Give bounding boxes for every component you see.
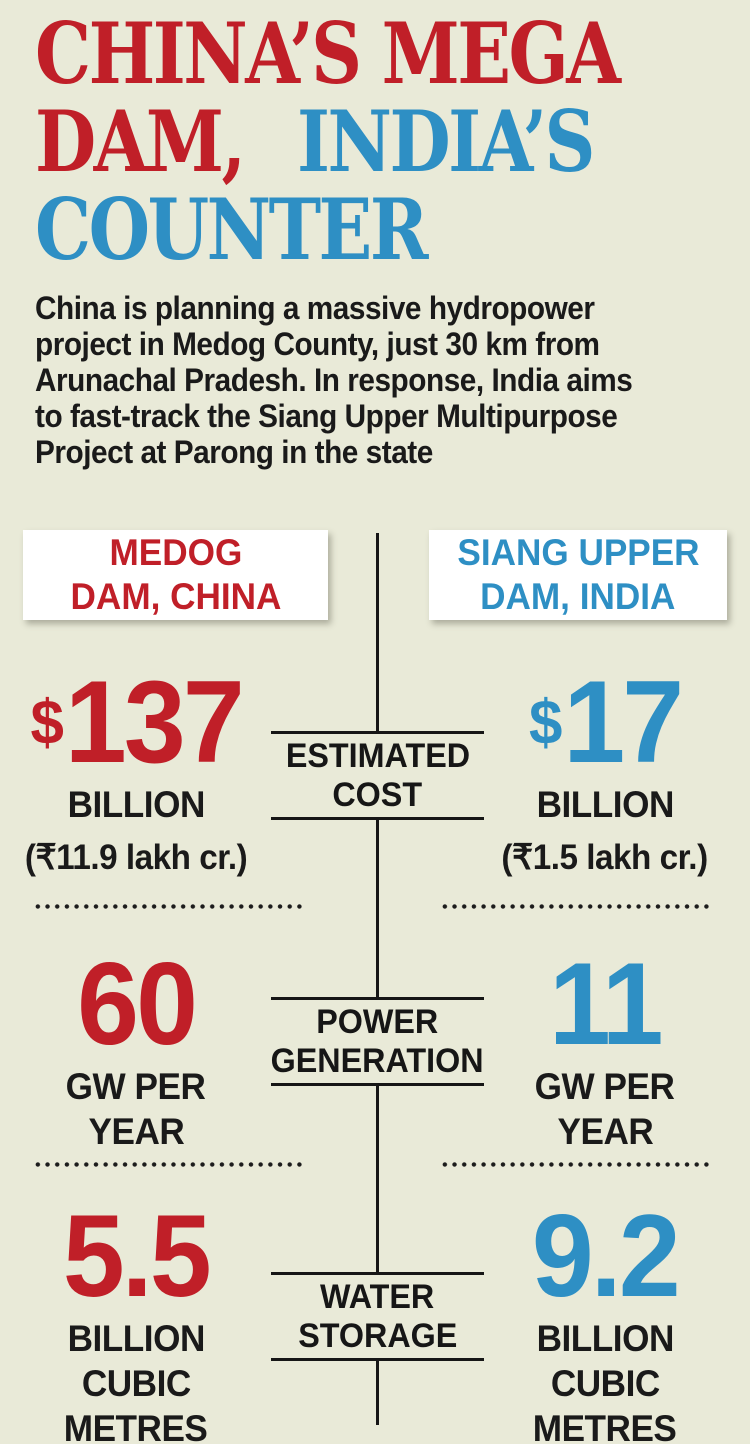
india-cost-unit: BILLION bbox=[536, 784, 674, 825]
china-column-header: MEDOG DAM, CHINA bbox=[23, 530, 328, 620]
headline-china-segment: CHINA’S MEGA bbox=[35, 4, 621, 103]
dotted-separator bbox=[440, 904, 711, 909]
intro-line: Project at Parong in the state bbox=[35, 434, 433, 470]
dotted-separator bbox=[440, 1162, 711, 1167]
headline-india-segment: COUNTER bbox=[35, 180, 428, 279]
china-cost-value: $137 bbox=[30, 656, 244, 787]
dotted-separator bbox=[33, 904, 306, 909]
india-storage-unit: METRES bbox=[533, 1408, 677, 1444]
india-power-value: 11 bbox=[549, 938, 664, 1069]
india-storage-unit: CUBIC bbox=[550, 1363, 660, 1404]
headline-line-3: COUNTER bbox=[35, 186, 730, 274]
china-power-cell: 60 GW PER YEAR bbox=[16, 938, 256, 1152]
headline-china-segment: DAM, bbox=[35, 92, 246, 191]
china-storage-cell: 5.5 BILLION CUBIC METRES bbox=[16, 1190, 256, 1444]
india-power-unit: YEAR bbox=[557, 1111, 653, 1152]
china-cost-note: (₹11.9 lakh cr.) bbox=[24, 838, 248, 877]
india-column-name-line-2: DAM, INDIA bbox=[480, 576, 676, 617]
headline-line-1: CHINA’S MEGA bbox=[35, 10, 730, 98]
india-power-cell: 11 GW PER YEAR bbox=[485, 938, 725, 1152]
china-storage-unit: METRES bbox=[64, 1408, 208, 1444]
china-storage-unit: CUBIC bbox=[81, 1363, 191, 1404]
china-column-name-line-1: MEDOG bbox=[109, 532, 242, 573]
china-storage-value: 5.5 bbox=[63, 1190, 212, 1321]
india-power-unit: GW PER bbox=[535, 1066, 675, 1107]
china-power-unit: GW PER bbox=[66, 1066, 206, 1107]
india-cost-note: (₹1.5 lakh cr.) bbox=[501, 838, 709, 877]
india-cost-cell: $17 BILLION (₹1.5 lakh cr.) bbox=[485, 656, 725, 878]
intro-line: project in Medog County, just 30 km from bbox=[35, 326, 600, 362]
intro-paragraph: China is planning a massive hydropower p… bbox=[35, 290, 677, 470]
headline: CHINA’S MEGA DAM, INDIA’S COUNTER bbox=[35, 10, 730, 274]
intro-line: China is planning a massive hydropower bbox=[35, 290, 595, 326]
china-column-name-line-2: DAM, CHINA bbox=[70, 576, 281, 617]
china-storage-unit: BILLION bbox=[67, 1318, 205, 1359]
india-column-name-line-1: SIANG UPPER bbox=[456, 532, 700, 573]
china-power-value: 60 bbox=[77, 938, 198, 1069]
intro-line: Arunachal Pradesh. In response, India ai… bbox=[35, 362, 633, 398]
intro-line: to fast-track the Siang Upper Multipurpo… bbox=[35, 398, 618, 434]
metric-label-power-generation: POWER GENERATION bbox=[271, 997, 484, 1086]
center-divider-line bbox=[376, 533, 379, 1425]
india-storage-unit: BILLION bbox=[536, 1318, 674, 1359]
india-column-header: SIANG UPPER DAM, INDIA bbox=[429, 530, 727, 620]
metric-label-estimated-cost: ESTIMATED COST bbox=[271, 731, 484, 820]
india-cost-value: $17 bbox=[528, 656, 684, 787]
dollar-sign: $ bbox=[30, 687, 63, 758]
china-power-unit: YEAR bbox=[88, 1111, 184, 1152]
dotted-separator bbox=[33, 1162, 306, 1167]
metric-label-water-storage: WATER STORAGE bbox=[271, 1272, 484, 1361]
india-storage-value: 9.2 bbox=[532, 1190, 681, 1321]
china-cost-cell: $137 BILLION (₹11.9 lakh cr.) bbox=[16, 656, 256, 878]
headline-line-2: DAM, INDIA’S bbox=[35, 98, 730, 186]
india-storage-cell: 9.2 BILLION CUBIC METRES bbox=[485, 1190, 725, 1444]
headline-india-segment: INDIA’S bbox=[297, 92, 595, 191]
dollar-sign: $ bbox=[528, 687, 562, 758]
china-cost-unit: BILLION bbox=[67, 784, 205, 825]
